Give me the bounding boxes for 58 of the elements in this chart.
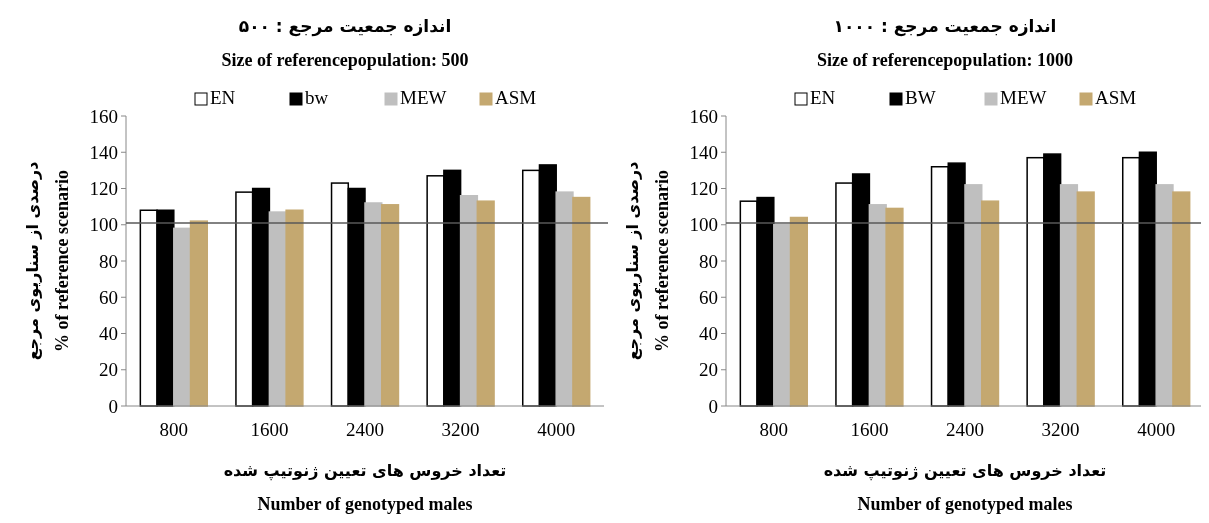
x-tick-label: 1600 xyxy=(850,419,889,440)
x-tick-label: 3200 xyxy=(441,419,480,440)
bar xyxy=(555,191,574,407)
bar xyxy=(285,209,304,407)
bar xyxy=(1059,184,1079,407)
y-tick-label: 20 xyxy=(99,359,118,381)
bar xyxy=(773,224,792,407)
y-tick-label: 140 xyxy=(689,141,718,163)
y-tick-label: 100 xyxy=(689,214,718,236)
legend-label: MEW xyxy=(1000,87,1047,108)
y-tick-label: 0 xyxy=(708,395,718,417)
legend-label: bw xyxy=(305,87,329,108)
legend-label: BW xyxy=(905,87,936,108)
y-tick-label: 120 xyxy=(89,178,118,200)
legend-label: EN xyxy=(210,87,236,108)
x-tick-label: 800 xyxy=(759,419,789,440)
x-tick-label: 800 xyxy=(159,419,189,440)
y-tick-label: 140 xyxy=(89,141,118,163)
bar xyxy=(1076,191,1095,407)
bar xyxy=(1155,184,1174,407)
y-tick-label: 80 xyxy=(699,250,718,272)
bar xyxy=(572,196,591,407)
legend-label: EN xyxy=(810,87,836,108)
y-tick-label: 40 xyxy=(699,323,718,345)
bar xyxy=(476,200,495,407)
legend-label: ASM xyxy=(495,87,537,108)
x-tick-label: 2400 xyxy=(946,419,984,440)
bar xyxy=(173,227,192,407)
y-tick-label: 80 xyxy=(99,250,118,272)
chart-title: اندازه جمعیت مرجع : ۵۰۰ xyxy=(238,16,452,37)
y-tick-label: 0 xyxy=(108,395,118,417)
y-tick-label: 160 xyxy=(89,105,118,127)
chart-title: اندازه جمعیت مرجع : ۱۰۰۰ xyxy=(833,16,1057,37)
x-tick-label: 3200 xyxy=(1041,419,1080,440)
bar xyxy=(189,220,209,407)
bar xyxy=(459,195,479,407)
x-tick-label: 4000 xyxy=(537,419,576,440)
bar xyxy=(364,202,383,407)
y-tick-label: 100 xyxy=(89,214,118,236)
chart-subtitle: Size of referencepopulation: 1000 xyxy=(817,50,1073,70)
x-tick-label: 2400 xyxy=(346,419,384,440)
y-tick-label: 120 xyxy=(689,178,718,200)
bar xyxy=(789,216,809,407)
bar xyxy=(380,204,400,407)
chart-subtitle: Size of referencepopulation: 500 xyxy=(221,50,469,70)
legend-label: MEW xyxy=(400,87,447,108)
y-tick-label: 160 xyxy=(689,105,718,127)
y-tick-label: 60 xyxy=(699,286,718,308)
x-tick-label: 1600 xyxy=(250,419,289,440)
y-tick-label: 60 xyxy=(99,286,118,308)
y-tick-label: 40 xyxy=(99,323,118,345)
bar xyxy=(1172,191,1191,407)
y-tick-label: 20 xyxy=(699,359,718,381)
bar xyxy=(980,200,1000,407)
bar xyxy=(885,207,904,407)
x-tick-label: 4000 xyxy=(1137,419,1176,440)
legend-label: ASM xyxy=(1095,87,1137,108)
bar xyxy=(964,184,983,407)
